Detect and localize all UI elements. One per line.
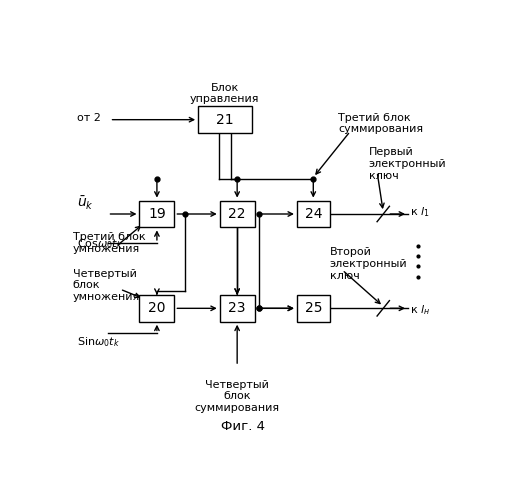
Text: Второй
электронный
ключ: Второй электронный ключ xyxy=(330,248,407,280)
Bar xyxy=(297,200,330,228)
Bar xyxy=(140,200,174,228)
Text: Первый
электронный
ключ: Первый электронный ключ xyxy=(369,148,447,180)
Text: к $l_н$: к $l_н$ xyxy=(410,304,430,317)
Text: 20: 20 xyxy=(148,302,166,316)
Text: Блок
управления: Блок управления xyxy=(190,82,260,104)
Text: от 2: от 2 xyxy=(76,113,100,122)
Text: 24: 24 xyxy=(305,207,322,221)
Text: к $l_1$: к $l_1$ xyxy=(410,205,430,219)
Bar xyxy=(297,295,330,322)
Text: Четвертый
блок
суммирования: Четвертый блок суммирования xyxy=(194,380,280,413)
Text: 19: 19 xyxy=(148,207,166,221)
Text: 21: 21 xyxy=(216,112,234,126)
Text: 25: 25 xyxy=(305,302,322,316)
Text: Фиг. 4: Фиг. 4 xyxy=(221,420,266,434)
Text: $\mathrm{Sin}\omega_0 t_k$: $\mathrm{Sin}\omega_0 t_k$ xyxy=(76,336,119,349)
Bar xyxy=(220,295,255,322)
Bar xyxy=(220,200,255,228)
Bar xyxy=(198,106,252,133)
Text: Четвертый
блок
умножения: Четвертый блок умножения xyxy=(73,268,140,302)
Text: 23: 23 xyxy=(228,302,246,316)
Text: 22: 22 xyxy=(228,207,246,221)
Text: Третий блок
умножения: Третий блок умножения xyxy=(73,232,145,254)
Bar xyxy=(140,295,174,322)
Text: $\bar{u}_k$: $\bar{u}_k$ xyxy=(76,194,93,212)
Text: $\mathrm{Cos}\omega_0 t_k$: $\mathrm{Cos}\omega_0 t_k$ xyxy=(76,237,123,251)
Text: Третий блок
суммирования: Третий блок суммирования xyxy=(338,112,423,134)
